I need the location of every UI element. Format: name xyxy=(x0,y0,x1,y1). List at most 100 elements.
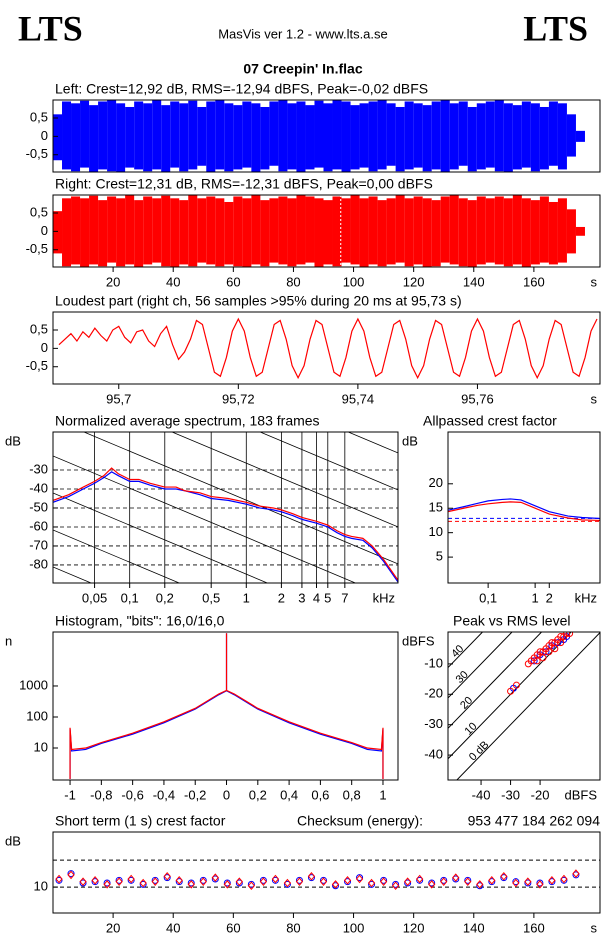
y-tick-label: -30 xyxy=(29,461,48,476)
y-tick-label: 10 xyxy=(34,739,48,754)
waveform-envelope xyxy=(530,200,540,265)
point xyxy=(319,876,327,884)
point xyxy=(127,876,135,884)
plot-area xyxy=(53,832,600,913)
x-tick-label: 140 xyxy=(463,920,485,935)
data-line xyxy=(53,467,398,581)
y-tick-label: -80 xyxy=(29,556,48,571)
waveform-envelope xyxy=(134,101,144,170)
waveform-envelope xyxy=(440,100,450,172)
point xyxy=(368,880,376,888)
x-tick-label: 20 xyxy=(106,920,120,935)
point xyxy=(187,880,195,889)
x-tick-label: -0,2 xyxy=(184,787,206,802)
waveform-envelope xyxy=(485,101,495,168)
waveform-envelope xyxy=(134,200,144,267)
data-line xyxy=(58,317,598,380)
point xyxy=(163,874,171,882)
point xyxy=(235,877,243,886)
waveform-envelope xyxy=(530,103,540,172)
point xyxy=(187,879,195,887)
point xyxy=(380,876,388,884)
chart-title: Short term (1 s) crest factor xyxy=(55,813,226,829)
point xyxy=(223,879,231,887)
plot-group xyxy=(53,859,600,890)
x-axis-label: kHz xyxy=(575,590,597,605)
waveform-envelope xyxy=(557,198,567,263)
x-tick-label: 3 xyxy=(298,590,305,605)
point xyxy=(512,878,520,886)
x-tick-label: 40 xyxy=(166,920,180,935)
point xyxy=(319,877,328,886)
x-tick-label: 160 xyxy=(523,920,545,935)
waveform-envelope xyxy=(305,105,315,170)
point xyxy=(530,657,538,665)
checksum-label: Checksum (energy): xyxy=(297,813,423,829)
waveform-envelope xyxy=(494,100,504,172)
x-axis-label: s xyxy=(591,274,598,289)
x-tick-label: 140 xyxy=(463,274,485,289)
waveform-envelope xyxy=(80,100,90,168)
point xyxy=(211,873,219,882)
x-tick-label: -20 xyxy=(531,787,550,802)
y-tick-label: -0,5 xyxy=(26,146,48,161)
waveform-envelope xyxy=(575,130,585,142)
x-tick-label: 0 xyxy=(223,787,230,802)
chart-title: Left: Crest=12,92 dB, RMS=-12,94 dBFS, P… xyxy=(55,81,428,97)
point xyxy=(392,880,400,888)
y-tick-label: 0 xyxy=(41,340,48,355)
x-tick-label: 60 xyxy=(226,274,240,289)
x-axis-label: kHz xyxy=(373,590,395,605)
waveform-envelope xyxy=(62,101,72,170)
y-tick-label: 10 xyxy=(34,879,48,894)
point xyxy=(488,878,496,886)
waveform-envelope xyxy=(98,101,108,170)
point xyxy=(560,876,568,884)
x-tick-label: 95,72 xyxy=(222,391,255,406)
chart-title: Peak vs RMS level xyxy=(453,613,570,629)
plot-frame xyxy=(52,631,399,781)
waveform-envelope xyxy=(287,198,297,267)
waveform-envelope xyxy=(143,196,153,265)
point xyxy=(115,876,123,884)
point xyxy=(500,872,508,881)
point xyxy=(344,878,352,886)
waveform-envelope xyxy=(332,100,342,170)
waveform-envelope xyxy=(260,106,270,170)
slope-line xyxy=(53,492,269,583)
point xyxy=(115,877,123,886)
waveform-envelope xyxy=(476,103,486,170)
point xyxy=(536,879,544,887)
x-tick-label: 80 xyxy=(286,274,300,289)
x-tick-label: 100 xyxy=(343,920,365,935)
x-tick-label: 120 xyxy=(403,920,425,935)
point xyxy=(476,880,484,889)
x-tick-label: -30 xyxy=(501,787,520,802)
point xyxy=(295,876,303,884)
point xyxy=(55,876,63,884)
waveform-envelope xyxy=(152,100,162,170)
point xyxy=(355,874,364,884)
waveform-envelope xyxy=(386,103,396,166)
y-axis-label: dB xyxy=(402,433,418,448)
y-tick-label: 10 xyxy=(429,524,443,539)
point xyxy=(566,632,574,638)
x-tick-label: 0,2 xyxy=(156,590,174,605)
waveform-envelope xyxy=(521,198,531,267)
point xyxy=(247,880,255,888)
waveform-envelope xyxy=(458,101,468,166)
plot-group xyxy=(448,498,600,522)
waveform-envelope xyxy=(269,101,279,166)
plot-area xyxy=(53,312,600,384)
chart-title: Loudest part (right ch, 56 samples >95% … xyxy=(55,293,462,309)
waveform-envelope xyxy=(521,101,531,168)
waveform-envelope xyxy=(71,103,81,172)
waveform-envelope xyxy=(548,101,558,166)
waveform-envelope xyxy=(476,196,486,265)
waveform-envelope xyxy=(296,101,306,172)
point xyxy=(557,639,565,647)
y-tick-label: -0,5 xyxy=(26,358,48,373)
x-tick-label: 1 xyxy=(243,590,250,605)
x-tick-label: 95,76 xyxy=(461,391,494,406)
waveform-envelope xyxy=(512,105,522,170)
